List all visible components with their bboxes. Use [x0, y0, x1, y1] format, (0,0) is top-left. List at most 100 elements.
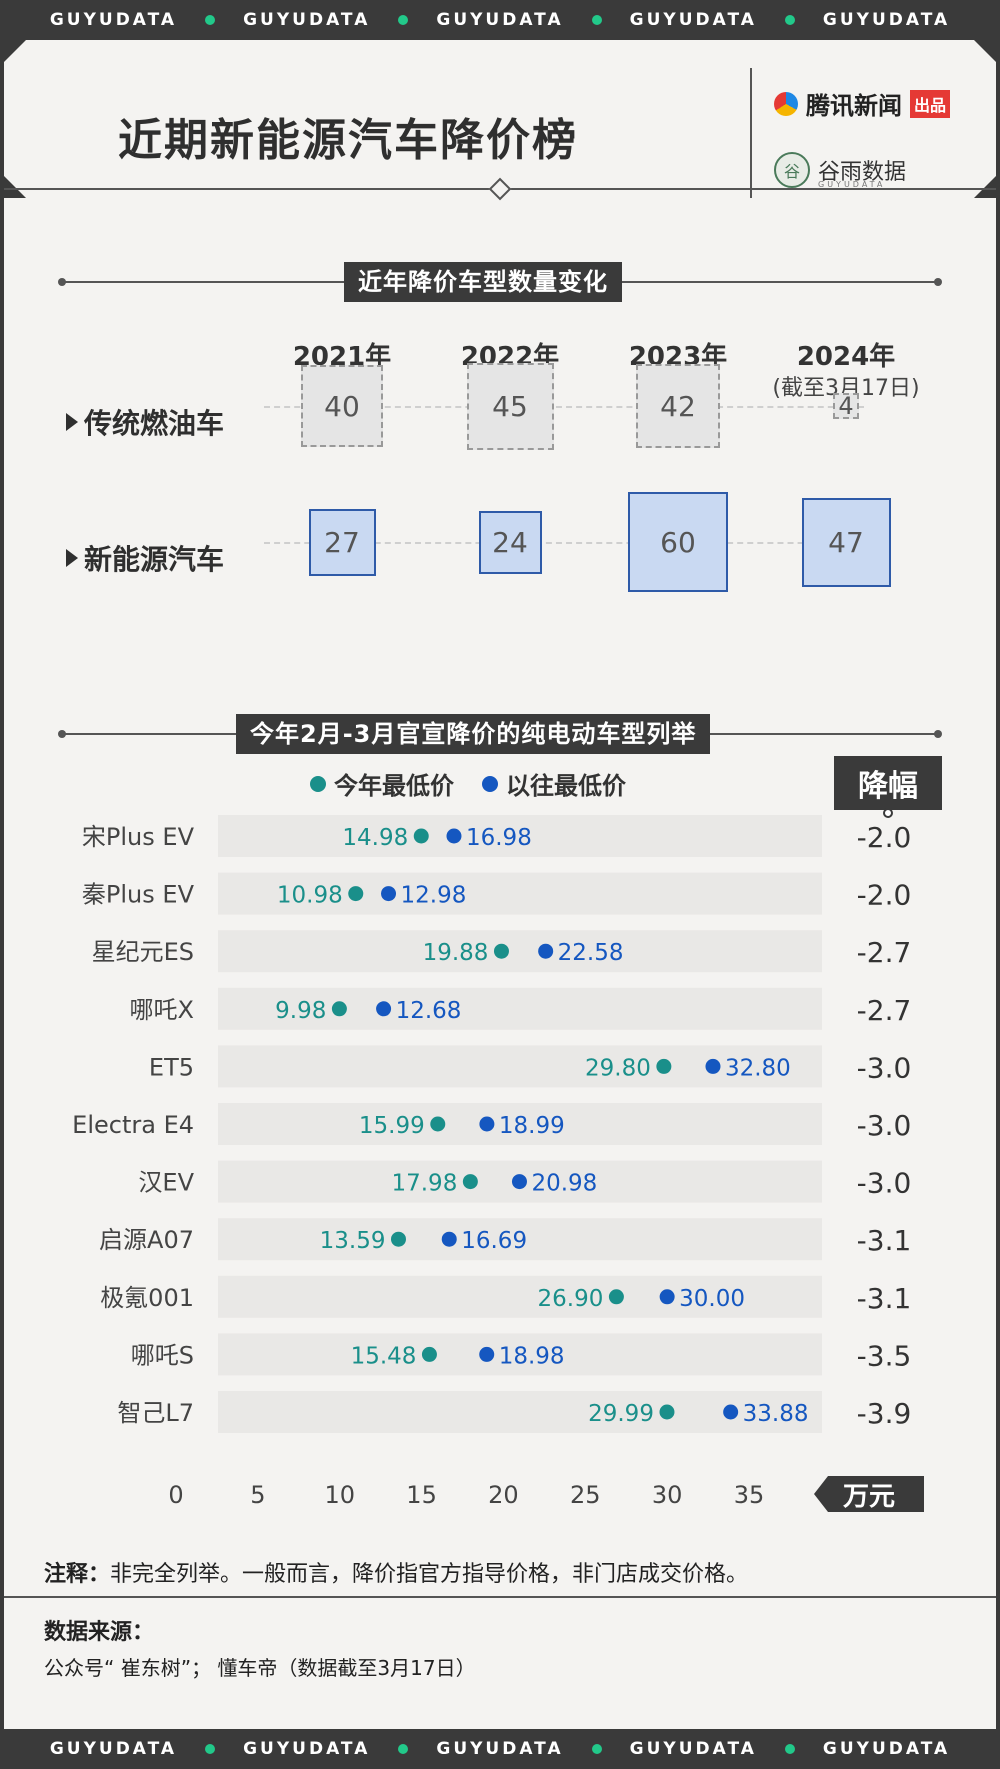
previous-price-label: 20.98 [531, 1171, 597, 1197]
ev-count-square: 60 [628, 492, 728, 592]
triangle-icon [66, 413, 78, 431]
brand-name: 谷雨数据 [818, 160, 907, 185]
previous-price-dot [659, 1289, 675, 1305]
x-tick-label: 0 [168, 1481, 183, 1509]
current-price-label: 14.98 [342, 825, 408, 851]
model-label: 启源A07 [99, 1226, 194, 1254]
price-drop-value: -2.0 [857, 879, 912, 912]
teal-dot-icon [310, 775, 326, 792]
legend-label: 以往最低价 [506, 772, 626, 800]
current-price-dot [462, 1174, 478, 1190]
model-label: Electra E4 [72, 1111, 194, 1139]
corner-decoration [974, 176, 996, 198]
row-band [218, 1333, 822, 1376]
banner-text: GUYUDATA [629, 10, 757, 30]
previous-price-dot [538, 943, 554, 959]
banner-text: GUYUDATA [49, 10, 178, 30]
current-price-dot [421, 1346, 437, 1362]
row-label-fuel: 传统燃油车 [66, 402, 224, 442]
square-value: 4 [838, 392, 854, 420]
previous-price-label: 22.58 [558, 940, 624, 966]
banner-text: GUYUDATA [629, 1739, 757, 1759]
previous-price-dot [705, 1058, 721, 1074]
banner-dot-icon [398, 1744, 409, 1754]
legend-item-previous: 以往最低价 [482, 766, 626, 801]
dashed-guide [264, 542, 864, 544]
corner-decoration [974, 40, 996, 62]
current-price-dot [413, 828, 429, 844]
banner-text: GUYUDATA [243, 10, 371, 30]
page-title: 近期新能源汽车降价榜 [118, 115, 578, 166]
current-price-dot [608, 1289, 624, 1305]
ev-count-square: 27 [308, 508, 376, 576]
model-label: 宋Plus EV [82, 823, 195, 851]
current-price-label: 29.99 [588, 1401, 654, 1427]
brand-tag: 出品 [910, 89, 951, 118]
x-tick-label: 5 [250, 1481, 265, 1509]
model-label: 星纪元ES [92, 938, 194, 966]
corner-decoration [4, 176, 26, 198]
triangle-icon [66, 549, 78, 567]
row-band [218, 1391, 822, 1433]
header-divider [750, 68, 752, 198]
current-price-dot [390, 1231, 406, 1247]
fuel-count-square: 4 [833, 392, 859, 420]
previous-price-label: 12.98 [401, 883, 467, 909]
guyu-data-brand: 谷 谷雨数据 GUYUDATA [774, 152, 907, 189]
row-band [218, 815, 822, 857]
top-banner: GUYUDATA GUYUDATA GUYUDATA GUYUDATA GUYU… [0, 0, 1000, 40]
legend-label: 今年最低价 [334, 772, 454, 800]
footer-divider [4, 1596, 996, 1598]
model-label: 哪吒X [130, 996, 194, 1024]
model-label: 极氪001 [100, 1284, 194, 1312]
price-drop-value: -2.0 [857, 821, 912, 854]
model-label: ET5 [149, 1053, 194, 1081]
banner-dot-icon [784, 15, 795, 25]
banner-dot-icon [398, 15, 409, 25]
x-tick-label: 35 [734, 1481, 765, 1509]
model-label: 智己L7 [117, 1399, 194, 1427]
previous-price-label: 32.80 [725, 1055, 791, 1081]
row-band [218, 872, 822, 915]
square-value: 47 [828, 525, 864, 559]
banner-dot-icon [784, 1744, 795, 1754]
source-title: 数据来源： [44, 1620, 155, 1645]
previous-price-label: 18.98 [499, 1343, 565, 1369]
current-price-label: 10.98 [277, 883, 343, 909]
chart-legend: 今年最低价 以往最低价 [310, 766, 626, 801]
current-price-dot [430, 1116, 446, 1132]
model-label: 哪吒S [131, 1341, 194, 1369]
price-drop-value: -3.1 [857, 1282, 912, 1315]
row-label-text: 传统燃油车 [84, 407, 225, 440]
previous-price-dot [479, 1116, 495, 1132]
square-value: 42 [660, 389, 696, 423]
source-text: 公众号“ 崔东树”； 懂车帝（数据截至3月17日） [44, 1656, 476, 1680]
previous-price-label: 12.68 [396, 998, 462, 1024]
corner-decoration [4, 40, 26, 62]
dot-chart: 宋Plus EV 14.98 16.98 -2.0 秦Plus EV 10.98 12.98… [72, 815, 912, 1509]
current-price-label: 17.98 [391, 1171, 457, 1197]
row-label-ev: 新能源汽车 [66, 538, 224, 578]
banner-text: GUYUDATA [49, 1739, 178, 1759]
section-title: 今年2月-3月官宣降价的纯电动车型列举 [236, 714, 711, 754]
current-price-dot [656, 1058, 672, 1074]
bottom-banner: GUYUDATA GUYUDATA GUYUDATA GUYUDATA GUYU… [0, 1729, 1000, 1769]
previous-price-label: 16.98 [466, 825, 532, 851]
x-tick-label: 30 [652, 1481, 683, 1509]
blue-dot-icon [482, 775, 498, 792]
fuel-count-square: 45 [466, 362, 554, 450]
x-tick-label: 15 [406, 1481, 437, 1509]
square-value: 60 [660, 525, 696, 559]
ev-count-square: 24 [478, 510, 542, 574]
x-tick-label: 25 [570, 1481, 601, 1509]
current-price-label: 13.59 [320, 1228, 386, 1254]
banner-text: GUYUDATA [436, 1739, 564, 1759]
row-band [218, 1218, 822, 1261]
previous-price-dot [381, 886, 397, 902]
x-tick-label: 20 [488, 1481, 519, 1509]
price-drop-value: -2.7 [857, 936, 912, 969]
fuel-count-square: 42 [636, 364, 720, 448]
banner-dot-icon [591, 15, 602, 25]
drop-header: 降幅 [834, 756, 942, 810]
current-price-dot [331, 1001, 347, 1017]
